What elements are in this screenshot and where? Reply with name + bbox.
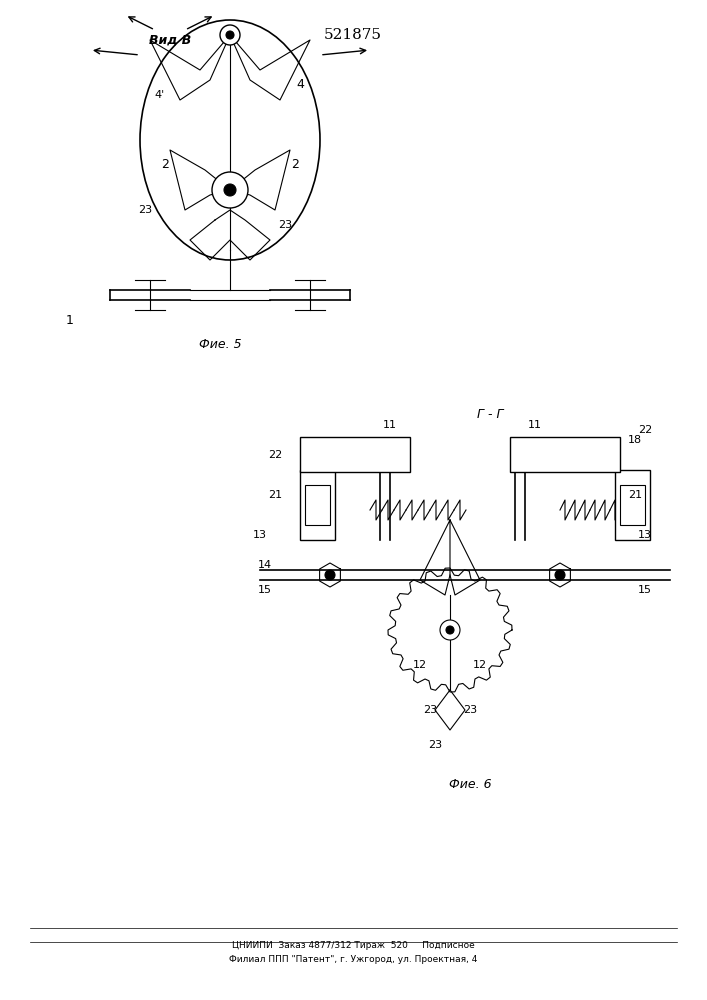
Circle shape (446, 626, 454, 634)
Text: 4': 4' (155, 90, 165, 100)
Circle shape (555, 570, 565, 580)
Text: 11: 11 (383, 420, 397, 430)
Text: 23: 23 (278, 220, 292, 230)
Circle shape (325, 570, 335, 580)
Text: 1: 1 (66, 314, 74, 326)
Text: 2: 2 (291, 158, 299, 172)
Text: 22: 22 (638, 425, 652, 435)
Text: 22: 22 (268, 450, 282, 460)
Text: 13: 13 (253, 530, 267, 540)
Text: 14: 14 (258, 560, 272, 570)
Text: 23: 23 (138, 205, 152, 215)
Text: 15: 15 (638, 585, 652, 595)
Text: 13: 13 (638, 530, 652, 540)
Text: 12: 12 (413, 660, 427, 670)
Bar (620, 485, 645, 525)
Circle shape (212, 172, 248, 208)
Text: Вид В: Вид В (149, 33, 191, 46)
Text: 4: 4 (296, 79, 304, 92)
Bar (510, 437, 620, 472)
Text: 18: 18 (628, 435, 642, 445)
Bar (300, 470, 335, 540)
Circle shape (226, 31, 234, 39)
Circle shape (440, 620, 460, 640)
Text: 21: 21 (268, 490, 282, 500)
Text: 12: 12 (473, 660, 487, 670)
Text: Филиал ППП "Патент", г. Ужгород, ул. Проектная, 4: Филиал ППП "Патент", г. Ужгород, ул. Про… (229, 956, 477, 964)
Text: 15: 15 (258, 585, 272, 595)
Text: Г - Г: Г - Г (477, 408, 503, 422)
Text: 23: 23 (423, 705, 437, 715)
Bar (300, 437, 410, 472)
Text: 21: 21 (628, 490, 642, 500)
Circle shape (224, 184, 236, 196)
Text: 23: 23 (463, 705, 477, 715)
Text: ЦНИИПИ  Заказ 4877/312 Тираж  520     Подписное: ЦНИИПИ Заказ 4877/312 Тираж 520 Подписно… (232, 940, 474, 950)
Text: Фие. 6: Фие. 6 (449, 778, 491, 792)
Text: 2: 2 (161, 158, 169, 172)
Text: 521875: 521875 (324, 28, 382, 42)
Bar (615, 470, 650, 540)
Bar (305, 485, 330, 525)
Circle shape (220, 25, 240, 45)
Text: Фие. 5: Фие. 5 (199, 338, 241, 352)
Text: 23: 23 (428, 740, 442, 750)
Text: 11: 11 (528, 420, 542, 430)
